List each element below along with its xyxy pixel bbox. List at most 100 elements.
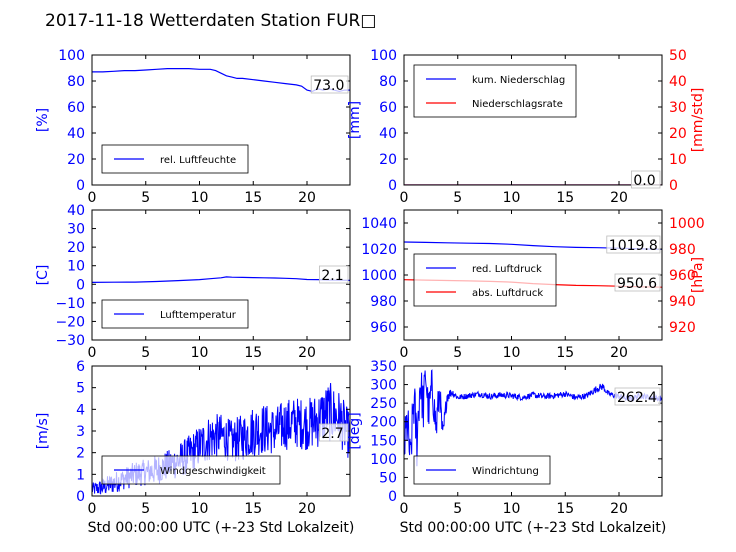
y-tick-label-right: 40 (669, 74, 687, 90)
y-axis-label: [mm] (347, 101, 363, 139)
y-tick-label: 4 (76, 402, 85, 418)
x-tick-label: 0 (88, 501, 97, 517)
y-tick-label: 100 (370, 48, 397, 64)
y-tick-label: 1 (76, 467, 85, 483)
plot-frame (403, 365, 663, 497)
y-tick-label: 960 (370, 320, 397, 336)
last-value-box (318, 423, 349, 442)
x-axis-label: Std 00:00:00 UTC (+-23 Std Lokalzeit) (88, 520, 355, 536)
x-tick-label: 10 (191, 190, 209, 206)
legend-label: abs. Luftdruck (472, 288, 543, 299)
x-tick-label: 15 (244, 345, 262, 361)
x-tick-label: 15 (556, 345, 574, 361)
y-tick-label: 1000 (361, 268, 397, 284)
x-tick-label: 10 (191, 345, 209, 361)
y-tick-label: 0 (76, 277, 85, 293)
y-tick-label: 40 (67, 203, 85, 219)
y-tick-label: 0 (388, 178, 397, 194)
x-tick-label: 15 (556, 190, 574, 206)
x-tick-label: 5 (141, 190, 150, 206)
last-value: 0.0 (633, 173, 655, 189)
y-tick-label: 0 (76, 489, 85, 505)
legend-label: rel. Luftfeuchte (160, 155, 236, 166)
y-tick-label: 20 (379, 152, 397, 168)
x-tick-label: 15 (244, 190, 262, 206)
y-tick-label: 60 (379, 100, 397, 116)
legend-label: Windgeschwindigkeit (160, 466, 266, 477)
y-tick-label: 30 (67, 222, 85, 238)
figure-title: 2017-11-18 Wetterdaten Station FUR□ (45, 11, 376, 31)
y-tick-label: 20 (67, 240, 85, 256)
y-tick-label: 10 (67, 259, 85, 275)
plot-frame (91, 54, 351, 186)
legend-label: Niederschlagsrate (472, 99, 563, 110)
x-tick-label: 5 (453, 501, 462, 517)
y-tick-label: 980 (370, 294, 397, 310)
y-axis-label: [C] (35, 265, 51, 286)
y-axis-label-right: [mm/std] (690, 88, 706, 153)
y-tick-label: 350 (370, 359, 397, 375)
x-tick-label: 5 (141, 501, 150, 517)
x-tick-label: 10 (503, 501, 521, 517)
last-value-right: 950.6 (617, 276, 657, 292)
last-value-right-box (614, 273, 661, 292)
y-tick-label-right: 20 (669, 126, 687, 142)
legend-label: kum. Niederschlag (472, 75, 565, 86)
y-tick-label-right: 50 (669, 48, 687, 64)
x-tick-label: 20 (298, 501, 316, 517)
series-line-temperature-0 (92, 276, 350, 283)
y-tick-label: 150 (370, 433, 397, 449)
last-value-box (606, 235, 661, 254)
last-value-box (318, 265, 349, 284)
y-axis-label: [%] (35, 108, 51, 132)
panel-precip: 0 5 10 15 20 0 20 40 60 80 100 0 10 20 30 40 50 [mm] [mm/s… (347, 48, 706, 206)
y-tick-label: 300 (370, 378, 397, 394)
y-tick-label: 0 (388, 489, 397, 505)
y-tick-label-right: 940 (669, 294, 696, 310)
series-line-wind_dir-0 (404, 369, 662, 467)
y-tick-label: 40 (67, 126, 85, 142)
y-tick-label: 1020 (361, 242, 397, 258)
legend-label: Windrichtung (472, 466, 539, 477)
x-tick-label: 0 (88, 345, 97, 361)
last-value-box (614, 387, 661, 406)
y-axis-label: [m/s] (35, 413, 51, 450)
x-tick-label: 20 (298, 190, 316, 206)
panel-humidity: 0 5 10 15 20 0 20 40 60 80 100 [%] 73.0 rel. Luftfeuc… (35, 48, 351, 206)
last-value-box (631, 170, 661, 189)
y-tick-label: 100 (370, 452, 397, 468)
x-tick-label: 0 (400, 501, 409, 517)
y-tick-label: 20 (67, 152, 85, 168)
panel-temperature: 0 5 10 15 20 −30 −20 −10 0 10 20 30 40 [C] 2.1 Lufttemp… (35, 203, 351, 361)
y-tick-label: 100 (58, 48, 85, 64)
y-tick-label-right: 980 (669, 242, 696, 258)
x-tick-label: 0 (400, 190, 409, 206)
y-tick-label-right: 920 (669, 320, 696, 336)
last-value: 2.1 (321, 268, 343, 284)
y-tick-label: 80 (379, 74, 397, 90)
y-axis-label: [deg] (347, 412, 363, 449)
y-tick-label: 2 (76, 446, 85, 462)
last-value: 73.0 (313, 78, 344, 94)
y-tick-label-right: 10 (669, 152, 687, 168)
y-tick-label: 3 (76, 424, 85, 440)
x-tick-label: 5 (141, 345, 150, 361)
y-tick-label: 40 (379, 126, 397, 142)
y-tick-label: −30 (55, 333, 85, 349)
legend-box (413, 253, 557, 307)
x-tick-label: 20 (610, 345, 628, 361)
y-tick-label-right: 1000 (669, 216, 705, 232)
x-tick-label: 10 (191, 501, 209, 517)
x-tick-label: 0 (88, 190, 97, 206)
y-tick-label: −20 (55, 314, 85, 330)
y-tick-label: 60 (67, 100, 85, 116)
x-tick-label: 10 (503, 190, 521, 206)
y-tick-label: 1040 (361, 216, 397, 232)
y-tick-label: 50 (379, 470, 397, 486)
x-tick-label: 15 (556, 501, 574, 517)
y-tick-label-right: 0 (669, 178, 678, 194)
last-value: 1019.8 (609, 238, 658, 254)
legend-label: red. Luftdruck (472, 264, 542, 275)
